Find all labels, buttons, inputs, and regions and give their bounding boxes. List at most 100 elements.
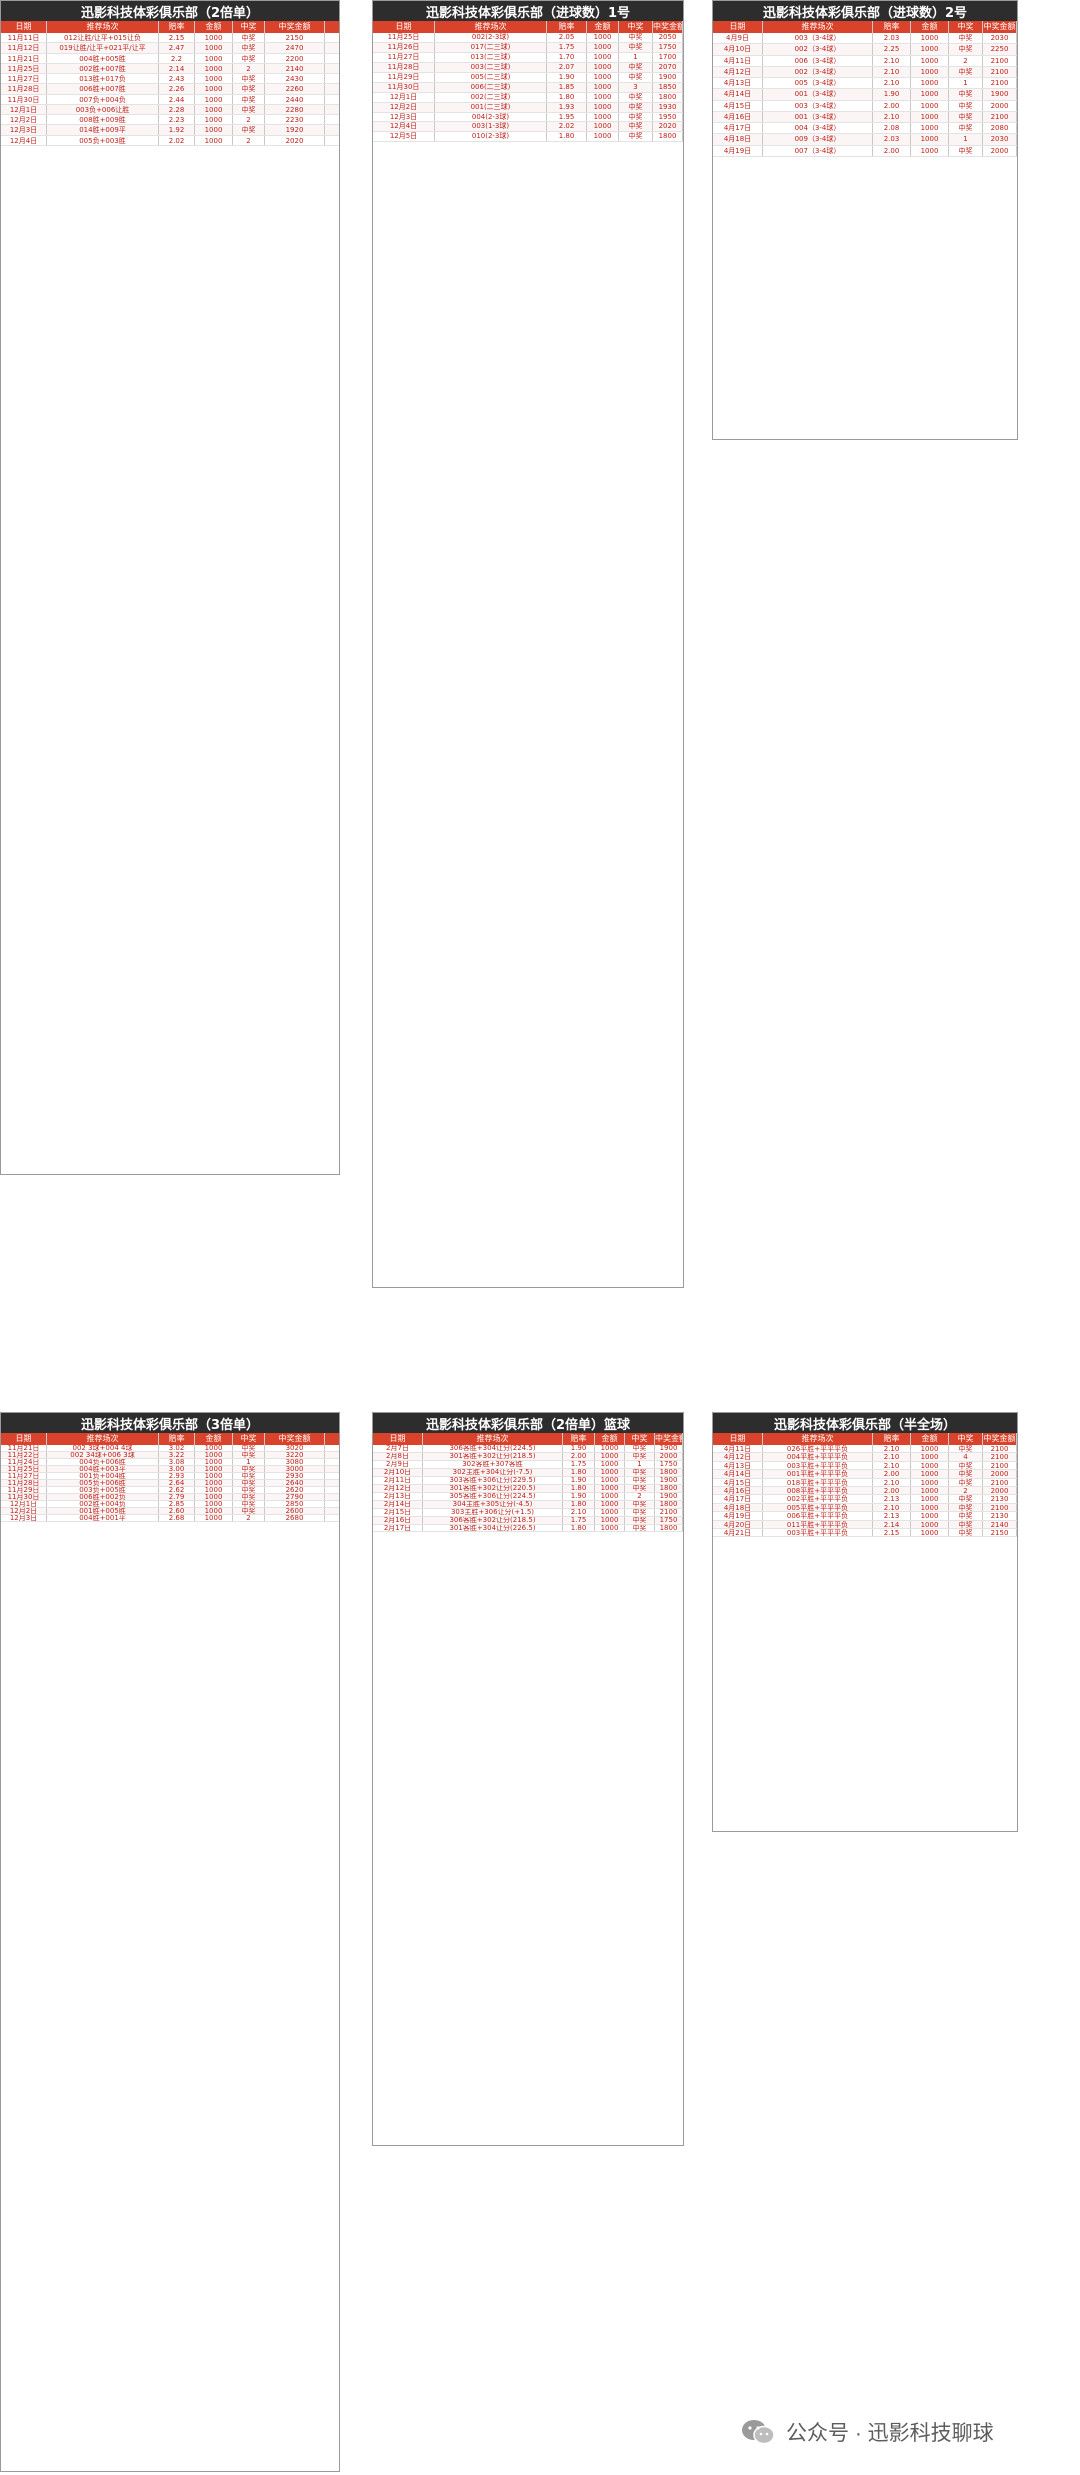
table-cell: 11月25日 bbox=[373, 33, 435, 42]
table-row: 11月24日 004负+006胜 3.08 1000 1 3080 bbox=[1, 1459, 339, 1467]
table-row: 2月11日 303客胜+306让分(229.5) 1.90 1000 中奖 1900 bbox=[373, 1476, 683, 1485]
table-cell: 中奖 bbox=[233, 1501, 265, 1508]
table-cell: 1000 bbox=[587, 102, 619, 112]
wechat-icon bbox=[742, 2420, 775, 2445]
table-cell: 011平胜+平平平负 bbox=[763, 1520, 873, 1528]
column-header: 赔率 bbox=[873, 21, 911, 33]
table-row: 2月7日 306客胜+304让分(224.5) 1.90 1000 中奖 1900 bbox=[373, 1445, 683, 1453]
table-row: 4月17日 004（3-4球） 2.08 1000 中奖 2080 bbox=[713, 123, 1017, 135]
table-cell: 3080 bbox=[265, 1459, 325, 1466]
table-cell: 中奖 bbox=[619, 112, 653, 122]
column-header: 赔率 bbox=[563, 1433, 595, 1445]
table-row: 11月25日 002(2-3球) 2.05 1000 中奖 2050 bbox=[373, 33, 683, 43]
table-cell: 2.26 bbox=[159, 84, 195, 94]
table-cell: 2.03 bbox=[873, 33, 911, 44]
table-cell: 2.10 bbox=[563, 1508, 595, 1516]
table-cell: 2850 bbox=[265, 1501, 325, 1508]
column-header: 赔率 bbox=[547, 21, 587, 33]
table-row: 4月11日 026平胜+平平平负 2.10 1000 中奖 2100 bbox=[713, 1445, 1017, 1454]
table-cell: 12月3日 bbox=[1, 1515, 47, 1522]
table-cell: 4月14日 bbox=[713, 89, 763, 100]
table-row: 2月12日 301客胜+302让分(220.5) 1.80 1000 中奖 1800 bbox=[373, 1484, 683, 1493]
table-cell: 11月29日 bbox=[1, 1487, 47, 1494]
table-header: 日期推荐场次赔率金额中奖中奖金额 bbox=[1, 1433, 339, 1445]
table-cell: 2 bbox=[625, 1492, 655, 1500]
table-cell: 1000 bbox=[911, 44, 949, 55]
table-cell: 4月11日 bbox=[713, 55, 763, 66]
table-cell: 2000 bbox=[983, 1470, 1017, 1478]
table-cell: 中奖 bbox=[233, 104, 265, 115]
table-goals-2: 迅影科技体彩俱乐部（进球数）2号 日期 推荐场次 赔率 金额 中奖 中奖金额 4月9日 00… bbox=[712, 0, 1018, 440]
table-cell: 1000 bbox=[911, 123, 949, 134]
table-cell: 003(二三球) bbox=[435, 62, 547, 72]
table-cell: 1000 bbox=[195, 104, 233, 115]
table-cell: 中奖 bbox=[949, 1478, 983, 1486]
column-header: 赔率 bbox=[873, 1433, 911, 1445]
table-cell: 1000 bbox=[587, 122, 619, 132]
column-header: 赔率 bbox=[159, 21, 195, 33]
table-row: 11月29日 005(二三球) 1.90 1000 中奖 1900 bbox=[373, 72, 683, 83]
table-cell: 中奖 bbox=[233, 43, 265, 53]
table-row: 12月2日 001(二三球) 1.93 1000 中奖 1930 bbox=[373, 102, 683, 113]
table-cell: 2.44 bbox=[159, 94, 195, 104]
table-cell: 1000 bbox=[587, 52, 619, 62]
table-cell: 12月1日 bbox=[1, 1501, 47, 1508]
table-title: 迅影科技体彩俱乐部（进球数）2号 bbox=[713, 1, 1017, 21]
table-cell: 2.28 bbox=[159, 104, 195, 115]
table-cell: 2.43 bbox=[159, 74, 195, 84]
table-cell: 中奖 bbox=[625, 1516, 655, 1524]
table-cell: 中奖 bbox=[625, 1476, 655, 1484]
table-cell: 11月24日 bbox=[1, 1459, 47, 1466]
table-cell: 019让胜/让平+021平/让平 bbox=[47, 43, 159, 53]
table-cell: 4月12日 bbox=[713, 66, 763, 78]
table-cell: 2000 bbox=[655, 1452, 683, 1460]
table-cell: 2月16日 bbox=[373, 1516, 423, 1524]
table-cell: 中奖 bbox=[233, 74, 265, 84]
table-cell: 1000 bbox=[195, 1459, 233, 1466]
table-cell: 303主胜+306让分(+1.5) bbox=[423, 1508, 563, 1516]
table-row: 12月3日 014胜+009平 1.92 1000 中奖 1920 bbox=[1, 125, 339, 136]
table-row: 12月1日 003负+006让胜 2.28 1000 中奖 2280 bbox=[1, 104, 339, 116]
table-cell: 1900 bbox=[655, 1445, 683, 1452]
table-cell: 1000 bbox=[595, 1516, 625, 1524]
table-cell: 1000 bbox=[911, 1478, 949, 1486]
table-row: 2月14日 304主胜+305让分(-4.5) 1.80 1000 中奖 1800 bbox=[373, 1500, 683, 1509]
table-cell: 301客胜+304让分(226.5) bbox=[423, 1524, 563, 1532]
table-cell: 2月8日 bbox=[373, 1452, 423, 1460]
table-cell: 中奖 bbox=[233, 1452, 265, 1459]
table-cell: 2.03 bbox=[873, 134, 911, 145]
column-header: 中奖 bbox=[625, 1433, 655, 1445]
table-cell: 12月3日 bbox=[1, 125, 47, 135]
table-row: 11月28日 006胜+007胜 2.26 1000 中奖 2260 bbox=[1, 84, 339, 95]
table-cell: 1000 bbox=[195, 84, 233, 94]
table-cell: 1.80 bbox=[563, 1524, 595, 1532]
table-cell: 2.10 bbox=[873, 55, 911, 66]
table-header: 日期推荐场次赔率金额中奖中奖金额 bbox=[713, 1433, 1017, 1445]
table-cell: 003平胜+平平平负 bbox=[763, 1461, 873, 1470]
table-cell: 2.79 bbox=[159, 1494, 195, 1501]
table-row: 2月16日 306客胜+302让分(218.5) 1.75 1000 中奖 1750 bbox=[373, 1516, 683, 1525]
table-row: 12月2日 008胜+009胜 2.23 1000 2 2230 bbox=[1, 115, 339, 126]
table-cell: 2100 bbox=[983, 66, 1017, 78]
table-cell: 1.80 bbox=[547, 92, 587, 102]
table-cell: 1800 bbox=[653, 92, 683, 102]
column-header: 日期 bbox=[1, 21, 47, 33]
table-cell: 1000 bbox=[911, 78, 949, 89]
table-cell: 2.05 bbox=[547, 33, 587, 42]
table-cell: 2600 bbox=[265, 1508, 325, 1515]
table-cell: 2100 bbox=[983, 111, 1017, 123]
table-cell: 004胜+005胜 bbox=[47, 53, 159, 63]
table-cell: 1000 bbox=[911, 1495, 949, 1503]
table-cell: 1000 bbox=[195, 1494, 233, 1501]
table-cell: 11月27日 bbox=[1, 1473, 47, 1480]
table-cell: 2020 bbox=[265, 135, 325, 145]
column-header: 中奖 bbox=[233, 21, 265, 33]
table-cell: 303客胜+306让分(229.5) bbox=[423, 1476, 563, 1484]
table-title: 迅影科技体彩俱乐部（2倍单）篮球 bbox=[373, 1413, 683, 1433]
table-cell: 1800 bbox=[655, 1484, 683, 1492]
table-cell: 1.80 bbox=[547, 132, 587, 142]
table-cell: 1000 bbox=[911, 1512, 949, 1520]
table-cell: 006(二三球) bbox=[435, 82, 547, 92]
table-cell: 1000 bbox=[195, 1501, 233, 1508]
table-row: 11月25日 004胜+003平 3.00 1000 中奖 3000 bbox=[1, 1466, 339, 1474]
